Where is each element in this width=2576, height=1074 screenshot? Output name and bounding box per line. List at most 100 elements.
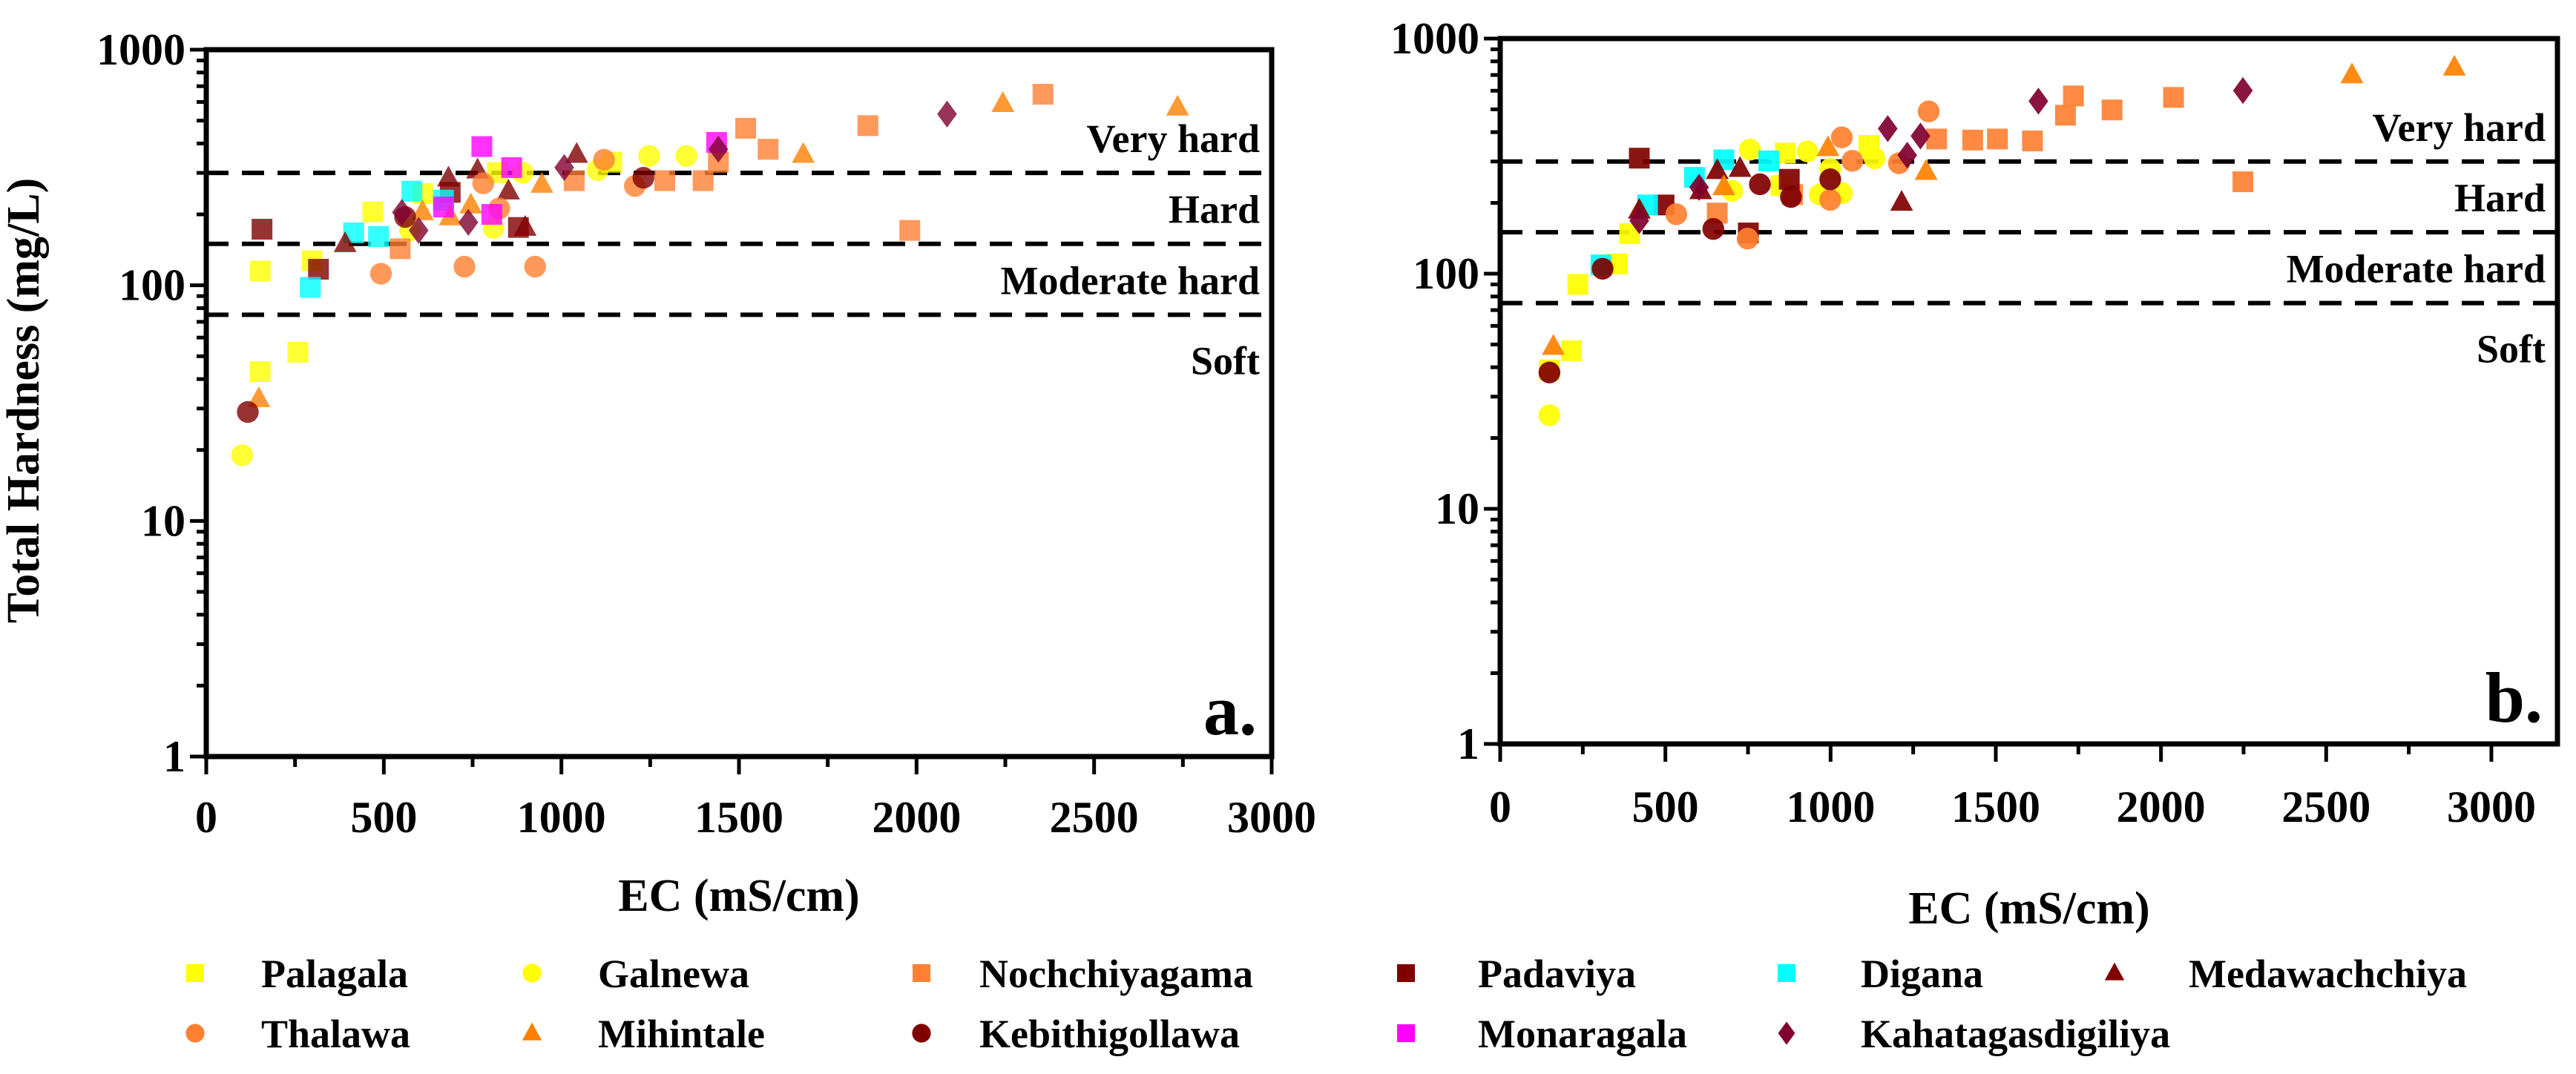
legend-item-palagala: Palagala: [186, 952, 408, 996]
data-point-kebithigollawa: [1819, 168, 1841, 191]
panel-b: 1 10 100 1000 0 500 1000 1500 2000 2500 3000 EC (mS…: [1390, 14, 2560, 934]
data-point-galnewa: [675, 145, 697, 167]
x-tick-label: 3000: [2447, 783, 2536, 831]
x-tick-label: 1000: [517, 793, 606, 842]
data-point-mihintale: [247, 386, 271, 407]
data-point-palagala: [362, 201, 384, 223]
legend-diamond-icon: [1778, 1021, 1795, 1045]
series-kahatagasdigiliya: [1629, 76, 2253, 234]
data-point-nochchiyagama: [1987, 128, 2008, 150]
data-point-medawachchiya: [437, 165, 460, 187]
data-point-thalawa: [593, 148, 615, 171]
data-point-mihintale: [411, 199, 434, 220]
data-point-medawachchiya: [1728, 156, 1752, 177]
x-tick-label: 1000: [1786, 783, 1875, 831]
legend-item-galnewa: Galnewa: [522, 952, 749, 996]
data-point-galnewa: [638, 145, 660, 167]
data-point-medawachchiya: [333, 231, 357, 252]
legend-label: Nochchiyagama: [979, 952, 1253, 996]
data-point-digana: [1758, 150, 1780, 171]
data-point-nochchiyagama: [857, 115, 878, 136]
legend-label: Kahatagasdigiliya: [1861, 1012, 2170, 1056]
x-tick-label: 2000: [2117, 783, 2206, 831]
zone-label-hard: Hard: [2454, 176, 2546, 220]
data-point-galnewa: [1796, 140, 1818, 162]
x-axis-title: EC (mS/cm): [618, 871, 859, 921]
data-point-galnewa: [1738, 139, 1761, 161]
data-point-medawachchiya: [565, 142, 588, 163]
plot-frame: [1497, 36, 2560, 747]
y-axis-title: Total Hardness (mg/L): [0, 178, 49, 624]
legend-label: Digana: [1861, 952, 1983, 996]
data-point-monaragala: [433, 197, 454, 218]
legend-square-icon: [1397, 964, 1415, 982]
data-point-galnewa: [1863, 147, 1886, 169]
legend-label: Palagala: [261, 952, 408, 996]
data-point-mihintale: [530, 171, 553, 193]
y-tick-label: 10: [1435, 484, 1479, 533]
x-axis-title: EC (mS/cm): [1908, 883, 2149, 934]
legend-item-nochchiyagama: Nochchiyagama: [913, 952, 1253, 996]
data-point-medawachchiya: [513, 214, 537, 236]
legend: Palagala Galnewa Nochchiyagama Padaviya Diga…: [185, 952, 2467, 1056]
data-point-thalawa: [369, 263, 392, 285]
legend-square-icon: [1778, 964, 1795, 982]
legend-square-icon: [186, 964, 204, 982]
data-point-thalawa: [472, 172, 495, 194]
data-point-nochchiyagama: [2022, 131, 2043, 152]
x-tick-label: 1500: [1951, 783, 2040, 831]
series-kebithigollawa: [1538, 168, 1841, 383]
x-tick-label: 0: [195, 793, 217, 842]
data-point-nochchiyagama: [2163, 87, 2184, 108]
x-tick-label: 500: [350, 793, 417, 842]
data-point-thalawa: [1819, 188, 1841, 211]
legend-circle-icon: [185, 1024, 205, 1043]
data-point-kebithigollawa: [1591, 257, 1614, 280]
data-point-monaragala: [481, 204, 502, 225]
y-tick-label: 10: [141, 496, 185, 545]
x-tick-label: 2500: [1050, 793, 1139, 842]
series-mihintale: [1542, 54, 2466, 355]
data-point-thalawa: [1830, 126, 1853, 148]
data-point-kahatagasdigiliya: [708, 136, 729, 163]
x-tick-label: 2500: [2281, 783, 2370, 831]
data-point-nochchiyagama: [2063, 85, 2084, 107]
data-point-kebithigollawa: [1749, 173, 1771, 196]
data-point-palagala: [1561, 340, 1583, 361]
series-nochchiyagama: [390, 84, 1054, 260]
legend-circle-icon: [522, 963, 542, 983]
zone-label-hard: Hard: [1169, 188, 1260, 232]
data-point-palagala: [1567, 274, 1588, 295]
legend-square-icon: [1397, 1024, 1415, 1042]
y-tick-label: 1000: [96, 25, 185, 74]
legend-square-icon: [913, 964, 930, 982]
data-point-nochchiyagama: [1926, 128, 1948, 150]
legend-label: Galnewa: [598, 952, 749, 996]
zone-label-very-hard: Very hard: [1086, 116, 1260, 161]
legend-item-padaviya: Padaviya: [1397, 952, 1636, 996]
data-point-thalawa: [1736, 227, 1759, 250]
data-point-monaragala: [471, 136, 493, 157]
legend-label: Medawachchiya: [2189, 952, 2467, 996]
y-tick-label: 100: [119, 261, 185, 310]
legend-triangle-icon: [522, 1022, 542, 1041]
data-point-galnewa: [231, 444, 254, 467]
x-tick-label: 3000: [1227, 793, 1316, 842]
data-point-kebithigollawa: [237, 401, 259, 424]
data-point-mihintale: [459, 192, 483, 214]
data-point-digana: [401, 180, 423, 202]
data-point-galnewa: [1538, 404, 1561, 426]
series-kahatagasdigiliya: [392, 100, 957, 244]
zone-label-soft: Soft: [1191, 338, 1260, 383]
series-mihintale: [247, 90, 1189, 407]
data-point-kahatagasdigiliya: [1878, 115, 1898, 142]
data-point-palagala: [287, 341, 309, 363]
data-point-nochchiyagama: [2232, 171, 2254, 193]
data-point-mihintale: [1166, 94, 1189, 116]
data-point-digana: [300, 277, 321, 298]
data-point-nochchiyagama: [390, 238, 411, 260]
data-point-digana: [368, 225, 390, 247]
data-point-kahatagasdigiliya: [392, 199, 413, 226]
data-point-thalawa: [1917, 100, 1940, 122]
legend-item-thalawa: Thalawa: [185, 1012, 410, 1056]
